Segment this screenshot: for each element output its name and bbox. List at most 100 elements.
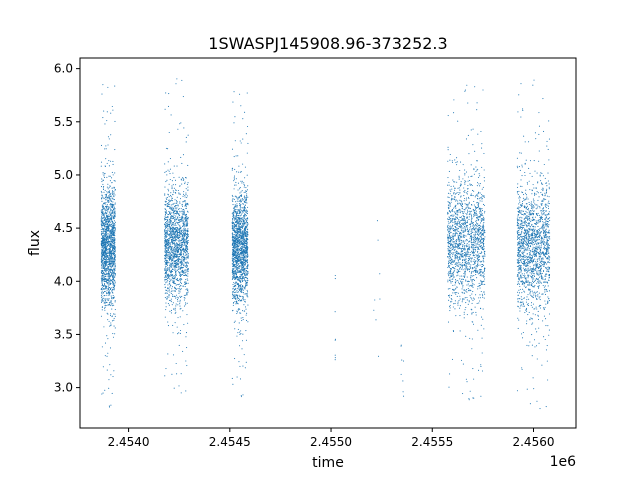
data-point [108, 290, 110, 292]
data-point [103, 175, 105, 177]
data-point [185, 332, 188, 334]
data-point [183, 294, 185, 296]
data-point [170, 200, 172, 202]
data-point [108, 282, 110, 284]
data-point [180, 373, 182, 375]
data-point [111, 261, 113, 263]
data-point [112, 266, 114, 268]
data-point [100, 229, 102, 231]
data-point [236, 252, 238, 254]
data-point [466, 243, 468, 245]
data-point [242, 394, 244, 396]
data-point [186, 195, 188, 197]
data-point [184, 257, 186, 259]
data-point [168, 203, 170, 205]
data-point [175, 218, 177, 220]
data-point [170, 262, 172, 264]
data-point [236, 247, 238, 249]
data-point [236, 171, 238, 173]
data-point [101, 249, 103, 251]
data-point [176, 205, 178, 207]
data-point [238, 224, 240, 226]
data-point [244, 224, 246, 226]
data-point [105, 220, 107, 222]
data-point [111, 230, 114, 232]
data-point [236, 255, 238, 257]
data-point [180, 281, 182, 284]
data-point [113, 370, 115, 372]
data-point [233, 180, 235, 182]
data-point [114, 261, 116, 263]
data-point [114, 313, 116, 315]
data-point [114, 227, 116, 229]
data-point [176, 78, 178, 80]
data-point [108, 175, 110, 177]
data-point [179, 291, 181, 293]
data-point [183, 271, 185, 273]
data-point [241, 197, 243, 200]
data-point [240, 245, 242, 247]
data-point [172, 262, 174, 264]
data-point [178, 344, 180, 347]
data-point [173, 220, 176, 222]
data-point [103, 235, 105, 237]
data-point [164, 375, 166, 377]
data-point [241, 258, 243, 260]
data-point [179, 295, 181, 297]
data-point [105, 259, 107, 261]
data-point [173, 295, 175, 297]
data-point [166, 222, 168, 224]
data-point [107, 136, 109, 138]
data-point [109, 304, 111, 306]
data-point [234, 225, 236, 227]
data-point [233, 188, 235, 190]
data-point [174, 235, 176, 238]
data-point [110, 288, 112, 290]
data-point [109, 231, 111, 233]
data-point [179, 242, 181, 244]
data-point [239, 234, 241, 236]
data-point [237, 303, 239, 305]
data-point [237, 239, 239, 241]
data-point [234, 260, 236, 262]
data-point [237, 270, 239, 273]
data-point [232, 268, 234, 270]
data-point [113, 205, 115, 207]
data-point [165, 368, 167, 370]
data-point [173, 242, 175, 244]
data-point [171, 373, 173, 375]
data-point [182, 239, 184, 241]
data-point [184, 194, 186, 197]
data-point [187, 253, 189, 255]
data-point [182, 225, 184, 227]
data-point [169, 267, 171, 269]
data-point [110, 324, 112, 326]
data-point [108, 241, 110, 243]
data-point [401, 359, 403, 361]
data-point [100, 144, 103, 147]
data-point [457, 292, 459, 294]
data-point [245, 133, 247, 135]
data-point [101, 278, 103, 280]
data-point [245, 220, 247, 222]
data-point [102, 245, 104, 248]
data-point [107, 207, 109, 210]
data-point [112, 231, 114, 233]
data-point [238, 231, 241, 233]
data-point [164, 278, 166, 280]
data-point [244, 231, 246, 233]
data-point [111, 308, 113, 310]
data-point [101, 282, 103, 284]
data-point [106, 238, 108, 240]
data-point [232, 284, 234, 286]
data-point [112, 296, 114, 298]
data-point [180, 232, 182, 234]
data-point [182, 201, 184, 203]
data-point [183, 299, 185, 301]
data-point [114, 85, 116, 87]
data-point [171, 214, 173, 217]
data-point [112, 273, 114, 275]
data-point [231, 270, 234, 272]
data-point [180, 249, 182, 252]
data-point [232, 196, 234, 198]
